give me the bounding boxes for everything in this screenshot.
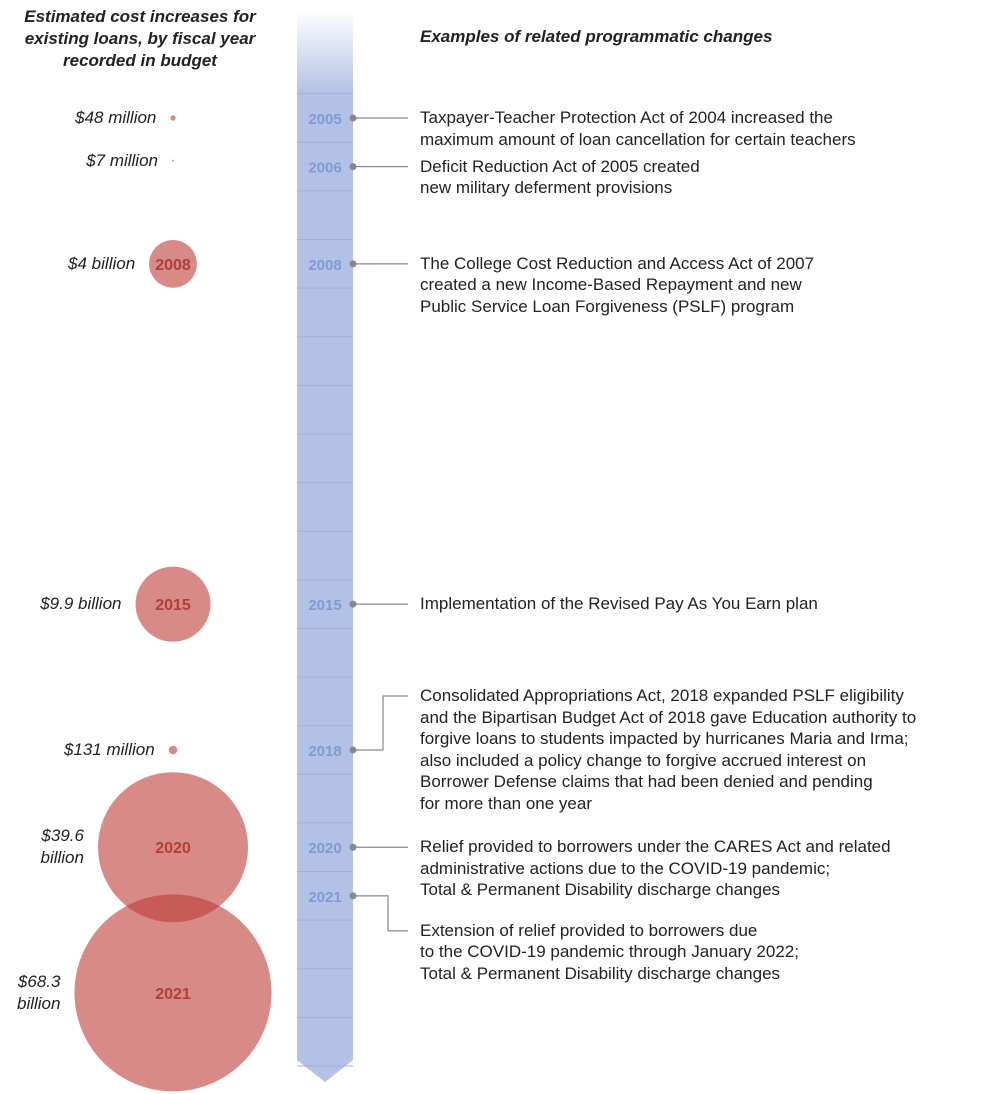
annotation: The College Cost Reduction and Access Ac… <box>420 253 815 316</box>
bubble-label: 2015 <box>155 597 191 614</box>
connector-dot <box>349 163 357 171</box>
timeline-year: 2021 <box>308 889 341 906</box>
connector-dot <box>349 746 357 754</box>
connector-dot <box>349 843 357 851</box>
value-label: $7 million <box>86 150 158 170</box>
value-label: $131 million <box>63 740 155 759</box>
bubble <box>135 566 211 642</box>
bubble-label: 2021 <box>155 986 191 1003</box>
timeline-year: 2018 <box>308 743 341 760</box>
bubble <box>97 772 249 923</box>
annotation: Extension of relief provided to borrower… <box>420 920 799 983</box>
value-label: $48 million <box>75 108 157 127</box>
left-header: Estimated cost increases for existing lo… <box>24 7 256 70</box>
bubble <box>168 745 178 755</box>
value-label: $4 billion <box>68 253 136 273</box>
bubble <box>172 159 174 162</box>
connector <box>353 695 408 751</box>
bubble-label: 2008 <box>155 257 191 274</box>
bubble <box>74 894 272 1092</box>
timeline-year: 2020 <box>308 840 341 857</box>
connector-dot <box>349 600 357 608</box>
value-label: $9.9 billion <box>40 594 122 614</box>
connector-dot <box>349 114 357 122</box>
bubble <box>149 240 197 288</box>
timeline-year: 2008 <box>308 257 341 274</box>
annotation: Relief provided to borrowers under the C… <box>420 837 891 900</box>
annotation: Implementation of the Revised Pay As You… <box>420 594 818 614</box>
right-header: Examples of related programmatic changes <box>420 27 773 46</box>
timeline <box>297 93 353 1082</box>
timeline-year: 2006 <box>308 160 341 177</box>
connector-dot <box>349 260 357 268</box>
annotation: Taxpayer-Teacher Protection Act of 2004 … <box>420 108 856 149</box>
value-label: $68.3 billion <box>16 971 61 1013</box>
connector-dot <box>349 892 357 900</box>
timeline-year: 2015 <box>308 597 341 614</box>
value-label: $39.6 billion <box>40 826 84 868</box>
timeline-year: 2005 <box>308 111 341 128</box>
timeline-fade <box>297 10 353 94</box>
annotation: Deficit Reduction Act of 2005 created ne… <box>420 156 700 198</box>
bubble <box>170 115 176 121</box>
connector <box>353 895 408 932</box>
annotation: Consolidated Appropriations Act, 2018 ex… <box>420 686 917 813</box>
bubble-label: 2020 <box>155 840 191 857</box>
